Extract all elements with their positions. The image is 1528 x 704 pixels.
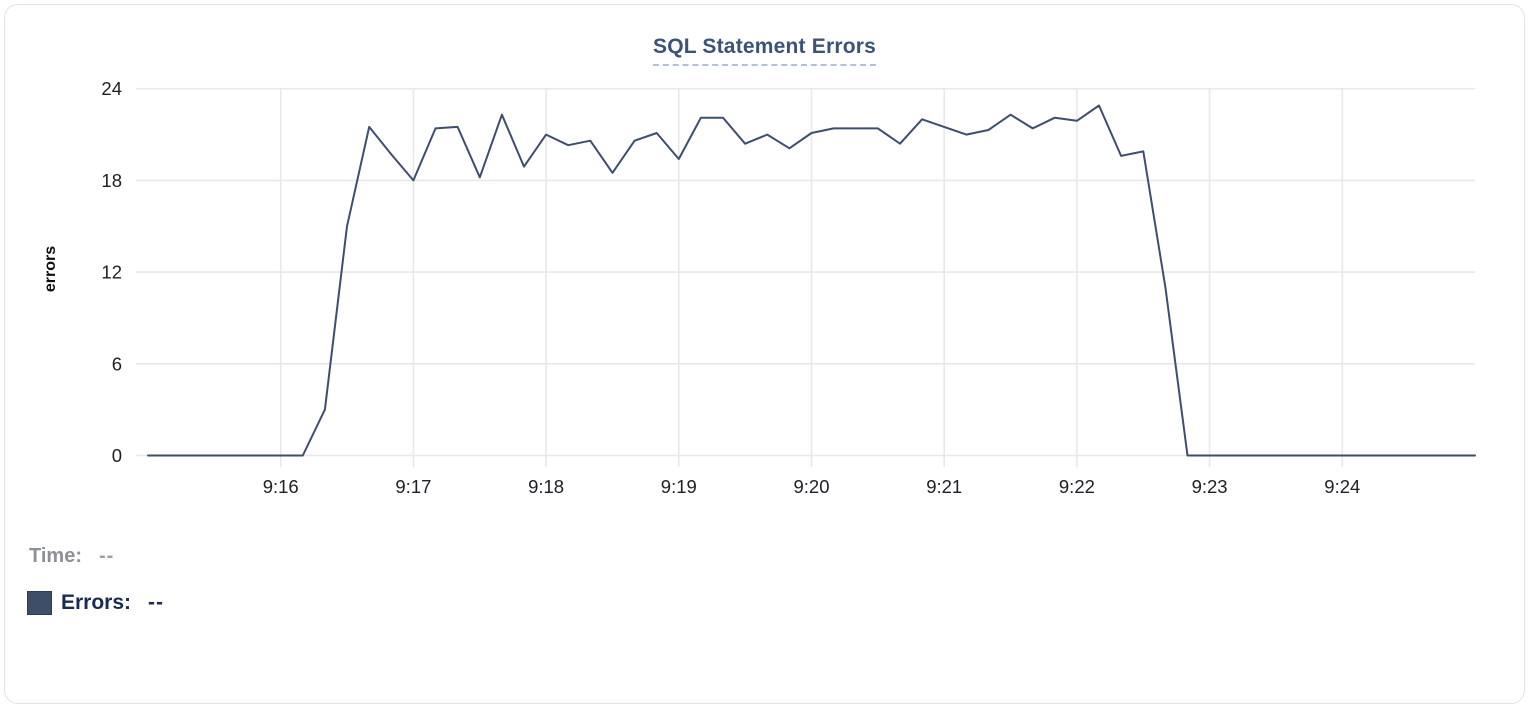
- line-chart[interactable]: 0 6 12 18 24 9:16 9:17 9:18 9:19 9:20 9:21 9:22 9:23…: [5, 5, 1528, 510]
- time-value: --: [98, 545, 115, 567]
- y-tick-label: 24: [101, 78, 122, 99]
- y-tick-label: 6: [112, 353, 122, 374]
- y-tick-label: 0: [112, 445, 122, 466]
- x-tick-label: 9:22: [1059, 476, 1095, 497]
- time-label: Time:: [29, 545, 82, 567]
- x-tick-label: 9:16: [263, 476, 299, 497]
- errors-value: --: [148, 591, 165, 614]
- x-tick-label: 9:23: [1192, 476, 1228, 497]
- x-tick-label: 9:21: [926, 476, 962, 497]
- x-tick-label: 9:17: [395, 476, 431, 497]
- chart-title[interactable]: SQL Statement Errors: [652, 35, 876, 66]
- errors-label: Errors:: [61, 591, 132, 614]
- y-tick-label: 18: [101, 170, 122, 191]
- chart-title-wrap: SQL Statement Errors: [5, 35, 1524, 66]
- errors-series-swatch: [27, 591, 52, 615]
- x-tick-label: 9:20: [793, 476, 829, 497]
- series-line-errors: [147, 104, 1476, 457]
- x-tick-label: 9:18: [528, 476, 564, 497]
- x-tick-label: 9:24: [1324, 476, 1360, 497]
- y-tick-label: 12: [101, 262, 122, 283]
- y-axis-title: errors: [42, 246, 59, 292]
- x-tick-label: 9:19: [661, 476, 697, 497]
- chart-card: SQL Statement Errors 0 6 12 18 24 9:16 9:17 9:1…: [4, 4, 1525, 704]
- tooltip-time-row: Time: --: [29, 545, 114, 568]
- legend-errors-row: Errors: --: [27, 591, 164, 615]
